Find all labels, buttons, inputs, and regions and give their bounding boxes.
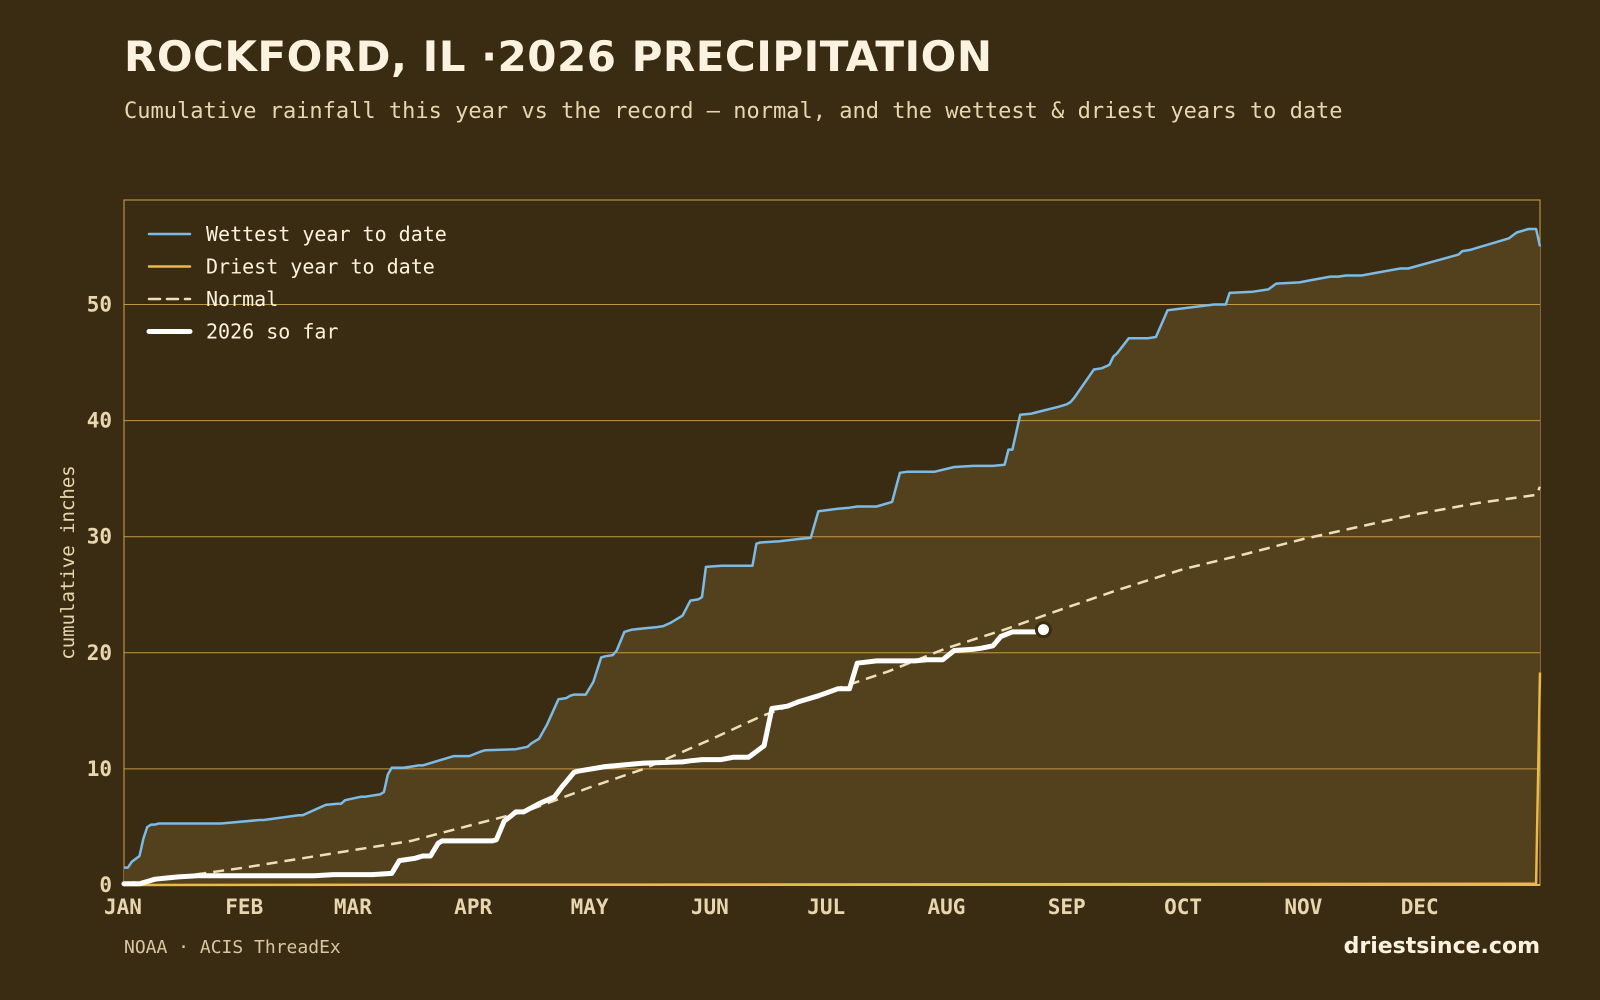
chart-subtitle: Cumulative rainfall this year vs the rec… [124,99,1343,124]
x-tick-label-aug: AUG [927,895,965,919]
x-tick-label-oct: OCT [1164,895,1202,919]
x-tick-label-jul: JUL [807,895,845,919]
legend-label: Wettest year to date [206,222,447,246]
y-tick-label: 20 [87,641,112,665]
y-tick-label: 0 [99,873,112,897]
legend-label: Driest year to date [206,255,435,279]
series-normal-line [123,486,1542,886]
y-tick-label: 40 [87,409,112,433]
y-tick-label: 10 [87,757,112,781]
legend-label: Normal [206,287,278,311]
series-2026-line [121,627,1046,887]
x-tick-label-apr: APR [454,895,492,919]
data-source: NOAA · ACIS ThreadEx [124,937,341,958]
x-tick-label-mar: MAR [334,895,372,919]
x-tick-label-jan: JAN [104,895,142,919]
brand-link[interactable]: driestsince.com [1343,934,1540,959]
x-tick-label-nov: NOV [1284,895,1322,919]
series-wettest-line [124,227,1542,869]
series-driest-line [123,672,1542,887]
x-tick-label-dec: DEC [1401,895,1439,919]
chart-title: ROCKFORD, IL ·2026 PRECIPITATION [124,32,993,81]
y-tick-label: 50 [87,292,112,316]
current-value-marker [1034,621,1052,639]
legend-label: 2026 so far [206,320,338,344]
x-tick-label-jun: JUN [691,895,729,919]
x-tick-label-feb: FEB [225,895,263,919]
y-tick-label: 30 [87,525,112,549]
y-axis-label: cumulative inches [57,465,79,659]
x-tick-label-sep: SEP [1048,895,1086,919]
x-tick-label-may: MAY [571,895,609,919]
record-range-band [124,229,1540,885]
